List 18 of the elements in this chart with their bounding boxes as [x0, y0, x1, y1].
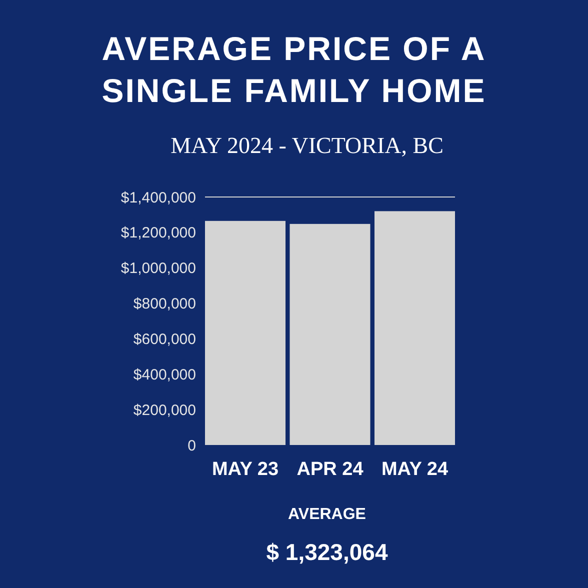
y-tick-label: $1,000,000 — [120, 260, 196, 278]
y-tick-label: $200,000 — [133, 402, 196, 419]
bar — [374, 211, 455, 445]
y-tick-label: $600,000 — [133, 330, 196, 348]
bar — [205, 220, 286, 445]
y-tick-label: $400,000 — [133, 366, 196, 384]
y-tick-label: $800,000 — [133, 296, 196, 313]
y-tick-label: $1,200,000 — [120, 224, 196, 242]
text: AVERAGE — [288, 506, 366, 523]
x-tick-label: MAY 24 — [381, 459, 448, 480]
y-tick-label: $1,400,000 — [120, 189, 196, 206]
chart-subtitle: MAY 2024 - VICTORIA, BC — [170, 133, 444, 158]
bar — [290, 224, 370, 445]
y-tick-label: 0 — [188, 437, 196, 454]
x-tick-label: MAY 23 — [212, 459, 279, 480]
text: $ 1,323,064 — [266, 539, 388, 565]
chart-title: AVERAGE PRICE OF A SINGLE FAMILY HOME — [102, 30, 486, 109]
x-tick-label: APR 24 — [296, 459, 364, 480]
